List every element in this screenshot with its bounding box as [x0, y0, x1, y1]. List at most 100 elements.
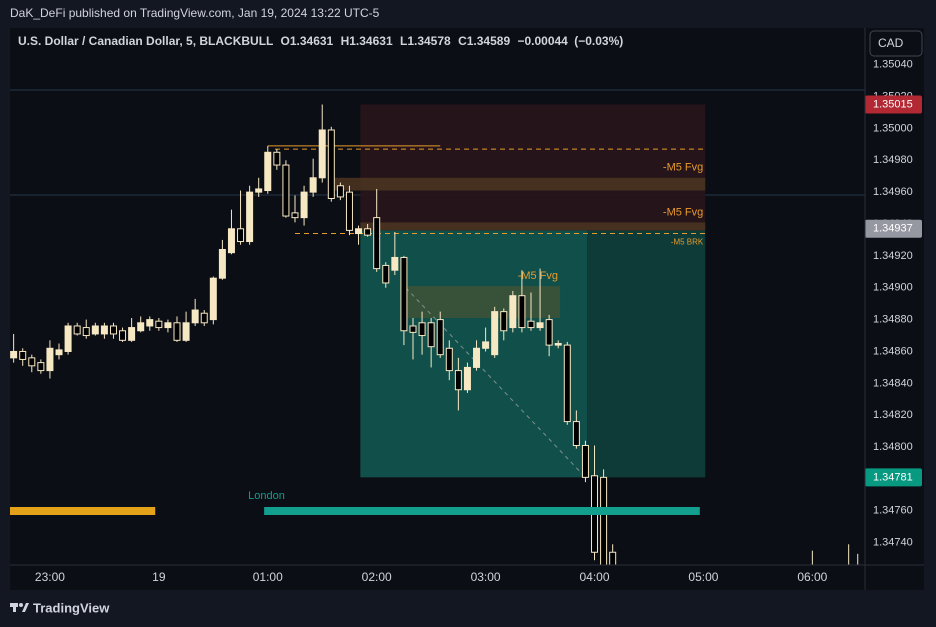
x-tick-label: 03:00	[471, 570, 501, 584]
candle-body	[545, 319, 553, 346]
logo-part	[19, 603, 23, 607]
candle-body	[309, 177, 317, 193]
price-tag	[865, 468, 922, 487]
x-tick-label: 04:00	[580, 570, 610, 584]
candle-body	[536, 322, 544, 329]
y-tick-label: 1.34800	[873, 441, 913, 453]
plot-area: -M5 Fvg -M5 Fvg -M5 Fvg -M5 BRK London	[10, 89, 865, 565]
candle-body	[482, 341, 490, 349]
symbol: U.S. Dollar / Canadian Dollar, 5, BLACKB…	[18, 34, 273, 48]
legend-label: H	[341, 34, 350, 48]
candle-body	[527, 320, 535, 329]
zone-label: -M5 Fvg	[663, 206, 703, 218]
zone	[587, 230, 706, 478]
candle-body	[364, 228, 372, 236]
session-bar	[264, 507, 700, 515]
x-tick-label: 05:00	[688, 570, 718, 584]
candle-body	[246, 191, 254, 243]
candle-body	[209, 277, 217, 321]
x-tick-label: 19	[152, 570, 166, 584]
candle-body	[400, 256, 408, 332]
candle-body	[600, 476, 608, 565]
y-tick-label: 1.34820	[873, 409, 913, 421]
candle-body	[581, 444, 589, 478]
symbol-legend: U.S. Dollar / Canadian Dollar, 5, BLACKB…	[18, 34, 623, 48]
candle-body	[73, 325, 81, 335]
price-tag-label: 1.35015	[873, 98, 913, 110]
candle-body	[500, 311, 508, 332]
candle-body	[454, 370, 462, 391]
candle-body	[46, 347, 54, 372]
y-tick-label: 1.34900	[873, 282, 913, 294]
y-tick-label: 1.34840	[873, 377, 913, 389]
candle-body	[10, 350, 18, 359]
candle-body	[237, 228, 245, 243]
candle-body	[300, 191, 308, 219]
candle-body	[436, 319, 444, 356]
candle-body	[273, 151, 281, 166]
legend-value: 1.34578	[407, 34, 451, 48]
candle-body	[373, 217, 381, 270]
zone	[405, 286, 561, 319]
candle-body	[463, 366, 471, 391]
y-tick-label: 1.34760	[873, 505, 913, 517]
publisher-header: DaK_DeFi published on TradingView.com, J…	[10, 6, 380, 20]
candle-body	[64, 325, 72, 352]
candle-body	[473, 347, 481, 368]
y-tick-label: 1.34960	[873, 186, 913, 198]
candle-body	[182, 322, 190, 341]
x-tick-label: 06:00	[797, 570, 827, 584]
candle-body	[427, 322, 435, 348]
price-tag-label: 1.34781	[873, 471, 913, 483]
price-tag	[865, 95, 922, 114]
candle-body	[173, 322, 181, 341]
price-tag-label: 1.34937	[873, 223, 913, 235]
candle-body	[164, 322, 172, 329]
candle-body	[91, 325, 99, 335]
candle-body	[445, 347, 453, 372]
candle-body	[218, 248, 226, 279]
level-label: -M5 BRK	[671, 238, 704, 247]
x-tick-label: 23:00	[35, 570, 65, 584]
x-tick-label: 01:00	[253, 570, 283, 584]
candle-body	[55, 349, 63, 356]
session-label: London	[248, 490, 285, 502]
candle-body	[191, 309, 199, 324]
currency-label[interactable]: CAD	[878, 36, 904, 50]
candle-body	[200, 312, 208, 324]
y-tick-label: 1.34880	[873, 314, 913, 326]
candle-body	[409, 325, 417, 333]
candle-body	[336, 185, 344, 198]
candle-body	[82, 327, 90, 337]
candle-body	[100, 325, 108, 335]
legend-label: O	[281, 34, 290, 48]
zone	[360, 104, 706, 231]
candle-body	[255, 188, 263, 193]
candle-body	[28, 357, 36, 367]
candle-body	[37, 362, 45, 372]
brand-name: TradingView	[33, 600, 110, 615]
x-tick-label: 02:00	[362, 570, 392, 584]
candle-body	[327, 129, 335, 200]
y-tick-label: 1.34860	[873, 345, 913, 357]
logo-part	[13, 603, 16, 612]
session-bar	[10, 507, 156, 515]
legend-label: C	[458, 34, 467, 48]
candle-body	[518, 295, 526, 329]
candle-body	[554, 343, 562, 346]
zone-label: -M5 Fvg	[663, 162, 703, 174]
candle-body	[128, 327, 136, 341]
y-tick-label: 1.34740	[873, 537, 913, 549]
candle-body	[382, 264, 390, 284]
candle-body	[291, 212, 299, 219]
candle-body	[119, 330, 127, 341]
currency-button[interactable]	[869, 30, 923, 57]
candle-body	[572, 421, 580, 446]
candle-body	[19, 350, 27, 360]
axes: 1.350401.350201.350001.349801.349601.349…	[35, 59, 922, 584]
legend-value: 1.34631	[290, 34, 334, 48]
candle-body	[345, 191, 353, 231]
candle-body	[355, 228, 363, 235]
